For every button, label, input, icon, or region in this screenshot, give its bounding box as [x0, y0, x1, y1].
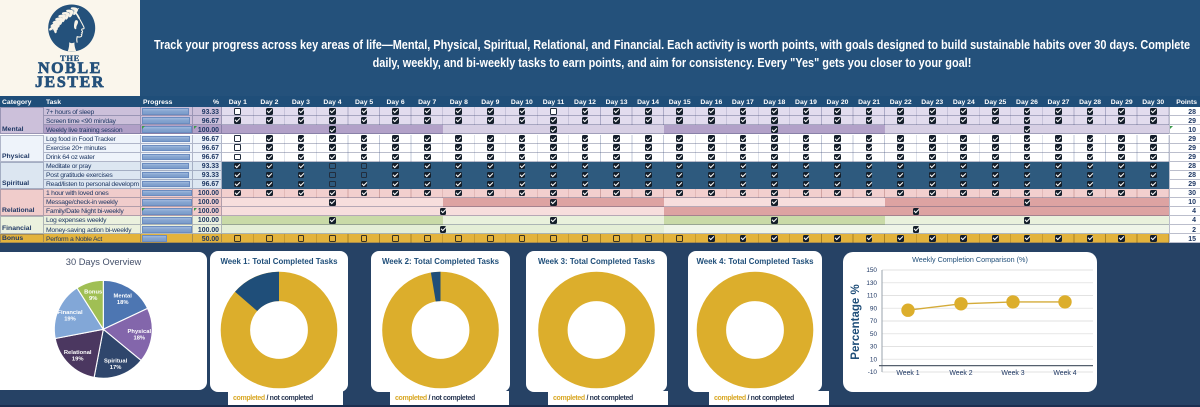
svg-text:Week 4: Week 4	[1053, 370, 1076, 377]
svg-text:130: 130	[866, 280, 877, 287]
svg-text:Physical: Physical	[128, 329, 152, 335]
svg-text:Week 2: Week 2	[949, 370, 972, 377]
svg-text:90: 90	[870, 306, 878, 313]
svg-text:-10: -10	[868, 369, 878, 376]
svg-text:Bonus: Bonus	[84, 290, 102, 296]
svg-text:Percentage %: Percentage %	[850, 284, 862, 359]
svg-text:70: 70	[870, 318, 878, 325]
svg-text:Week 3: Week 3	[1001, 370, 1024, 377]
svg-text:18%: 18%	[117, 300, 129, 306]
svg-text:19%: 19%	[72, 356, 84, 362]
svg-text:50: 50	[870, 331, 878, 338]
svg-text:18%: 18%	[133, 335, 145, 341]
svg-text:Mental: Mental	[114, 294, 133, 300]
svg-text:Financial: Financial	[57, 310, 83, 316]
svg-text:Relational: Relational	[64, 350, 92, 356]
svg-text:Spiritual: Spiritual	[104, 358, 128, 364]
svg-text:Week 1: Week 1	[896, 370, 919, 377]
svg-text:19%: 19%	[64, 316, 76, 322]
svg-text:9%: 9%	[89, 296, 97, 302]
svg-text:30: 30	[870, 344, 878, 351]
svg-text:Weekly Completion Comparison (: Weekly Completion Comparison (%)	[912, 255, 1028, 264]
svg-text:110: 110	[867, 293, 878, 300]
svg-text:150: 150	[866, 267, 877, 274]
svg-text:17%: 17%	[110, 365, 122, 371]
svg-text:10: 10	[870, 357, 878, 364]
